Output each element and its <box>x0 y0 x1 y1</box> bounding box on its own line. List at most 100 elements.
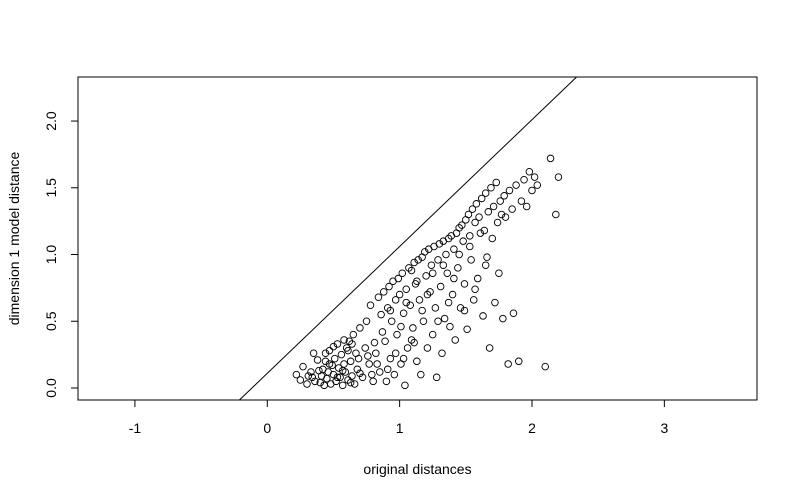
x-tick-label: 1 <box>396 420 404 436</box>
data-point <box>309 349 318 358</box>
data-point <box>362 317 371 326</box>
data-point <box>525 168 534 176</box>
data-point <box>407 336 416 344</box>
data-point <box>472 200 481 208</box>
data-point <box>413 277 421 285</box>
y-axis-title: dimension 1 model distance <box>6 152 22 326</box>
data-point <box>311 377 319 386</box>
data-point <box>446 322 454 331</box>
data-point <box>444 298 453 307</box>
data-point <box>406 301 414 309</box>
data-point <box>383 365 392 374</box>
data-point <box>387 317 396 326</box>
data-point <box>344 346 352 355</box>
data-point <box>296 376 305 384</box>
data-point <box>468 205 477 213</box>
data-point <box>487 184 495 192</box>
data-point <box>401 381 409 390</box>
data-point <box>512 181 520 189</box>
data-point <box>435 240 444 248</box>
data-point <box>373 360 381 368</box>
data-point <box>402 298 410 307</box>
data-point <box>488 234 497 243</box>
y-tick-label: 0.0 <box>43 378 59 398</box>
data-point <box>471 285 479 293</box>
data-point <box>480 226 489 235</box>
x-tick-label: 2 <box>528 420 536 436</box>
data-point <box>440 314 449 323</box>
data-point <box>467 256 475 264</box>
data-point <box>338 381 347 390</box>
data-point <box>497 210 506 219</box>
data-point <box>463 325 471 334</box>
y-tick-label: 1.5 <box>43 178 59 198</box>
reference-line <box>239 76 577 401</box>
data-point <box>332 377 340 386</box>
data-point <box>385 282 393 291</box>
data-point <box>370 338 379 347</box>
data-point <box>492 178 501 187</box>
data-point <box>304 372 313 380</box>
y-axis: 0.0 0.5 1.0 1.5 2.0 <box>43 111 78 398</box>
data-point <box>333 340 342 348</box>
data-point <box>466 232 474 240</box>
data-point <box>428 330 437 339</box>
data-point <box>394 274 403 283</box>
data-point <box>500 192 508 200</box>
data-point <box>410 338 418 347</box>
data-point <box>493 218 502 227</box>
data-point <box>329 370 338 379</box>
data-point <box>376 368 384 376</box>
data-point <box>336 373 344 382</box>
data-point <box>344 376 352 384</box>
x-axis: -1 0 1 2 3 <box>129 400 668 436</box>
data-point <box>353 365 362 374</box>
data-point <box>365 360 373 368</box>
data-point <box>455 250 463 259</box>
data-point <box>533 181 542 189</box>
data-point <box>499 314 507 323</box>
data-point <box>397 322 405 331</box>
data-point <box>470 296 478 304</box>
data-point <box>391 349 400 358</box>
data-point <box>426 288 434 296</box>
data-point <box>473 274 482 283</box>
data-point <box>431 304 440 312</box>
data-point <box>528 186 536 195</box>
data-point <box>491 298 499 307</box>
data-point <box>436 282 445 291</box>
data-point <box>508 205 516 213</box>
data-point <box>391 296 400 304</box>
data-point <box>417 370 425 379</box>
data-point <box>349 330 358 339</box>
data-point <box>460 306 469 315</box>
data-point <box>402 285 410 293</box>
data-point <box>303 380 311 388</box>
data-point <box>364 352 372 360</box>
data-point <box>407 266 416 275</box>
data-point <box>423 344 432 352</box>
data-point <box>386 354 395 363</box>
data-point <box>432 373 441 382</box>
data-point <box>515 357 523 366</box>
data-point <box>495 269 503 277</box>
data-point <box>450 274 458 283</box>
data-point <box>313 356 322 364</box>
data-point <box>421 248 429 256</box>
data-point <box>455 224 463 232</box>
data-point <box>399 309 408 317</box>
data-point <box>308 373 317 382</box>
data-point <box>337 350 346 359</box>
data-point <box>448 290 457 299</box>
data-point <box>379 288 388 296</box>
data-point <box>428 269 437 277</box>
data-point <box>414 256 422 264</box>
data-point <box>458 221 466 229</box>
data-point <box>382 377 391 386</box>
data-point <box>395 290 404 299</box>
data-point <box>321 349 330 358</box>
data-point <box>466 242 474 251</box>
data-point <box>410 258 418 267</box>
data-point <box>307 368 315 376</box>
x-tick-label: 3 <box>660 420 668 436</box>
